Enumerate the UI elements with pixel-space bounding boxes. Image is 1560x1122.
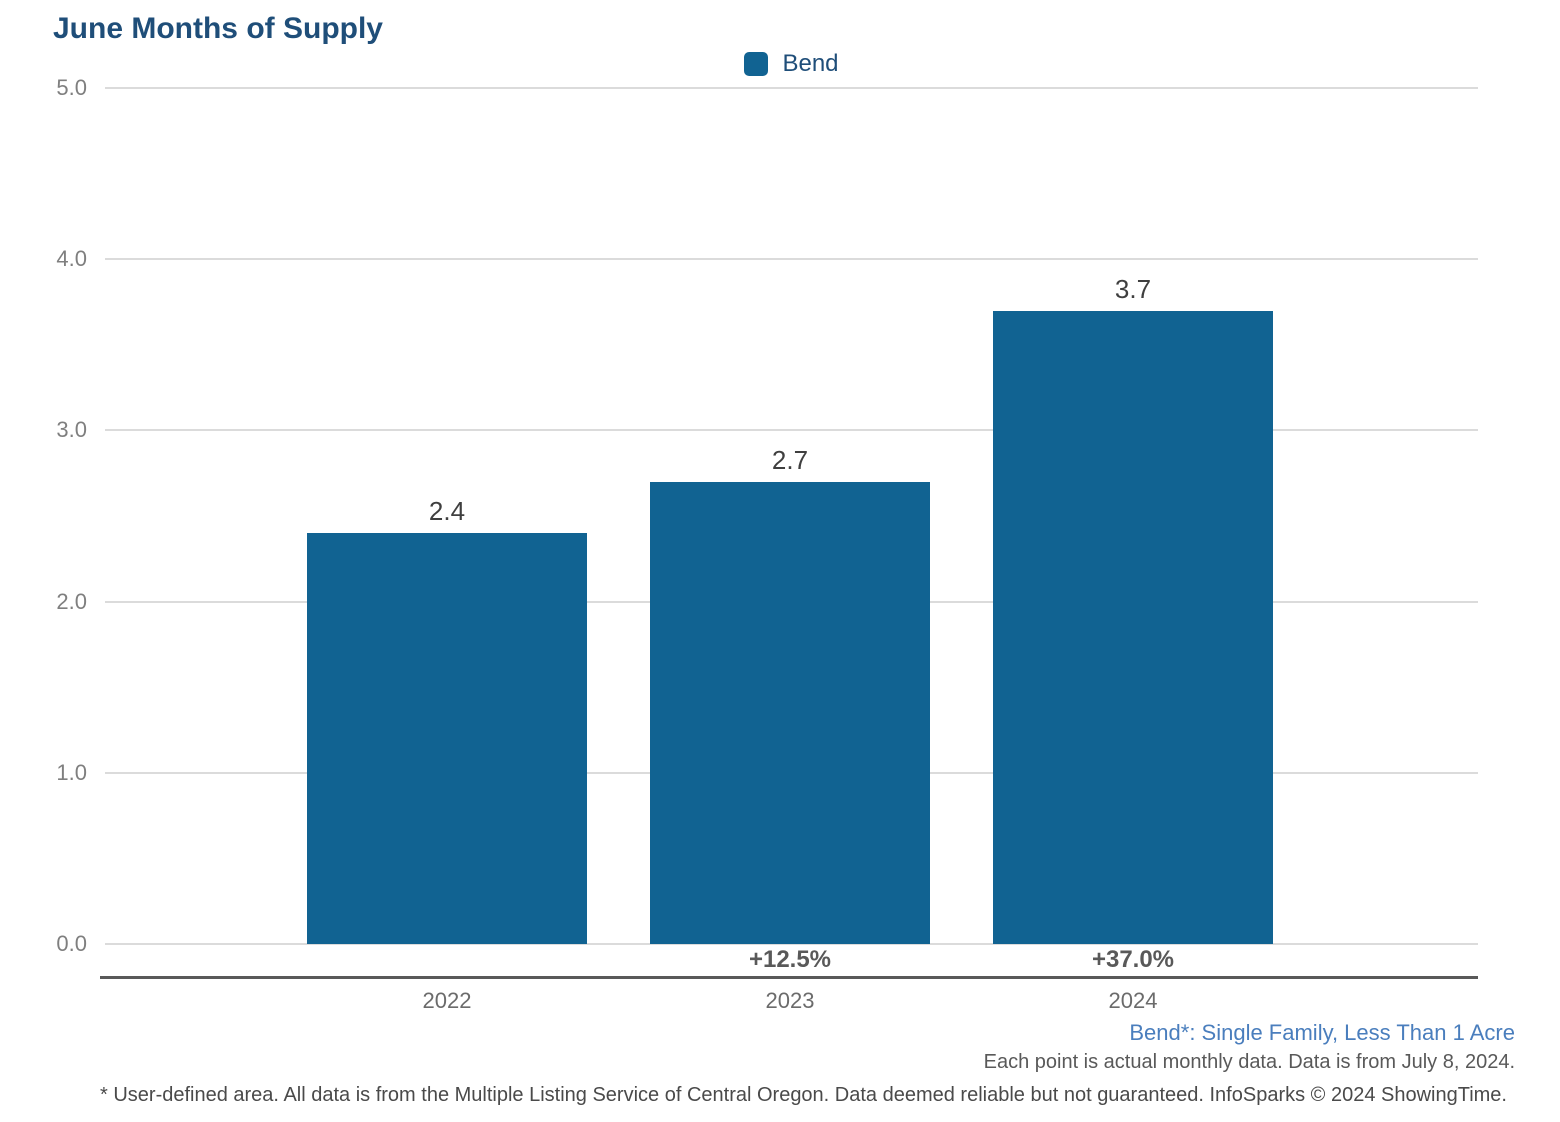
attribution-data-note: Each point is actual monthly data. Data … <box>983 1051 1515 1073</box>
bar-value-label-2024: 3.7 <box>1114 274 1152 304</box>
footnote: * User-defined area. All data is from th… <box>100 1084 1507 1106</box>
pct-change-2024: +37.0% <box>1091 946 1175 973</box>
attribution-series-note: Bend*: Single Family, Less Than 1 Acre <box>1129 1020 1515 1045</box>
gridline-3.0 <box>105 429 1478 431</box>
chart-title: June Months of Supply <box>53 12 383 45</box>
y-tick-1.0: 1.0 <box>56 760 87 785</box>
legend-label: Bend <box>782 50 839 77</box>
y-tick-3.0: 3.0 <box>56 417 87 442</box>
bar-2022[interactable] <box>307 533 587 944</box>
bar-2023[interactable] <box>650 482 930 944</box>
x-tick-2022: 2022 <box>422 988 472 1013</box>
y-tick-0.0: 0.0 <box>56 931 87 956</box>
y-tick-2.0: 2.0 <box>56 589 87 614</box>
x-tick-2023: 2023 <box>765 988 815 1013</box>
pct-change-2023: +12.5% <box>748 946 832 973</box>
gridline-4.0 <box>105 258 1478 260</box>
bar-value-label-2023: 2.7 <box>771 445 809 475</box>
bar-value-label-2022: 2.4 <box>428 496 466 526</box>
y-tick-5.0: 5.0 <box>56 75 87 100</box>
bar-2024[interactable] <box>993 311 1273 944</box>
legend-swatch-bend-icon <box>744 52 769 76</box>
attribution: Bend*: Single Family, Less Than 1 Acre E… <box>984 1018 1515 1076</box>
chart-legend[interactable]: Bend <box>105 50 1478 78</box>
y-tick-4.0: 4.0 <box>56 246 87 271</box>
gridline-0.0 <box>105 943 1478 945</box>
x-tick-2024: 2024 <box>1108 988 1158 1013</box>
plot-area: 5.0 4.0 3.0 2.0 1.0 0.0 2.4 2.7 3.7 <box>56 75 1478 956</box>
gridline-5.0 <box>105 87 1478 89</box>
x-axis-line <box>100 976 1478 979</box>
